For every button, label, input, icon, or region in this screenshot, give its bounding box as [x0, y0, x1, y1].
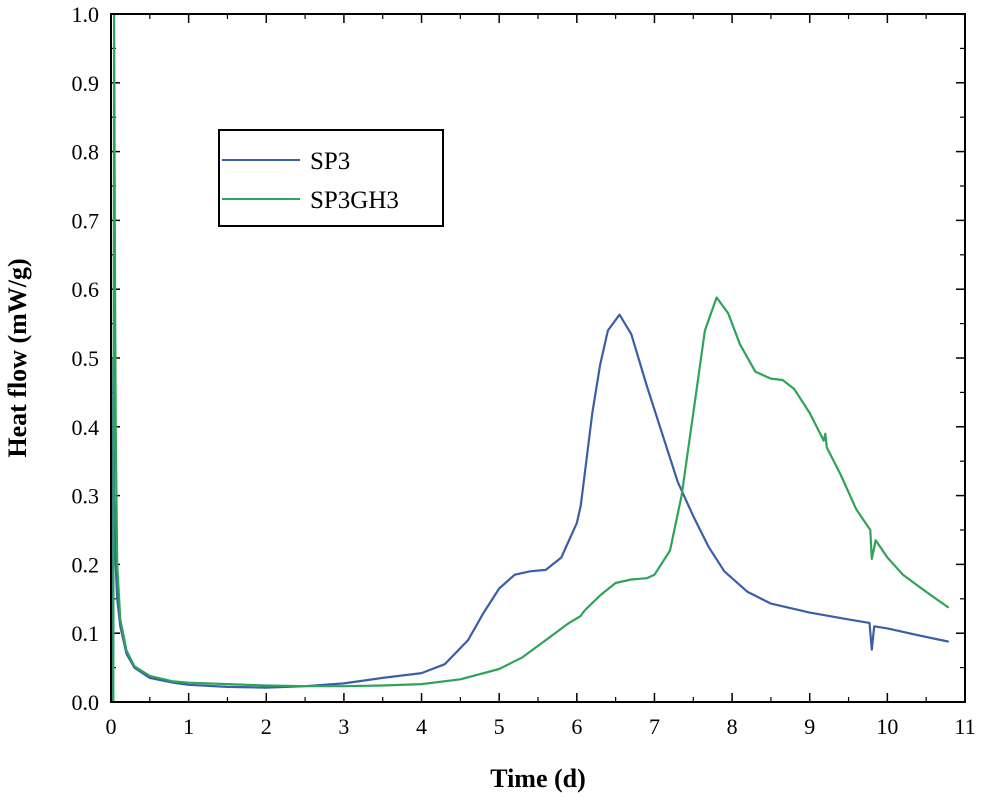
- y-tick-label: 0.7: [72, 208, 100, 233]
- tick-layer: [110, 13, 966, 703]
- tick-label-layer: 0 1 2 3 4 5 6 7 8 9 10 11 0.0 0.1 0.2 0.3 0.4 0.5 0.6 0.7 0.…: [72, 2, 976, 739]
- x-tick-label: 1: [183, 714, 194, 739]
- x-tick-label: 0: [106, 714, 117, 739]
- legend-box: [218, 129, 444, 227]
- x-tick-label: 9: [804, 714, 815, 739]
- x-tick-label: 10: [876, 714, 898, 739]
- y-tick-label: 0.4: [72, 415, 100, 440]
- y-tick-label: 0.8: [72, 140, 100, 165]
- legend-label-sp3gh3: SP3GH3: [310, 187, 399, 214]
- y-tick-label: 0.0: [72, 690, 100, 715]
- x-tick-label: 4: [416, 714, 427, 739]
- x-axis-title: Time (d): [490, 764, 586, 793]
- series-line-sp3: [111, 313, 949, 704]
- x-tick-label: 6: [571, 714, 582, 739]
- y-tick-label: 0.6: [72, 277, 100, 302]
- series-layer: [111, 12, 949, 704]
- y-axis-title: Heat flow (mW/g): [3, 258, 32, 457]
- y-tick-label: 1.0: [72, 2, 100, 27]
- x-tick-label: 11: [954, 714, 975, 739]
- x-tick-label: 5: [494, 714, 505, 739]
- legend: SP3 SP3GH3: [218, 129, 444, 227]
- series-line-sp3gh3: [112, 12, 949, 704]
- y-tick-label: 0.5: [72, 346, 100, 371]
- x-tick-label: 2: [261, 714, 272, 739]
- x-tick-label: 7: [649, 714, 660, 739]
- legend-label-sp3: SP3: [310, 148, 350, 175]
- y-tick-label: 0.2: [72, 552, 100, 577]
- plot-area-frame: [110, 13, 966, 703]
- x-tick-label: 3: [338, 714, 349, 739]
- y-tick-label: 0.9: [72, 71, 100, 96]
- y-tick-label: 0.1: [72, 621, 100, 646]
- x-tick-label: 8: [727, 714, 738, 739]
- y-tick-label: 0.3: [72, 484, 100, 509]
